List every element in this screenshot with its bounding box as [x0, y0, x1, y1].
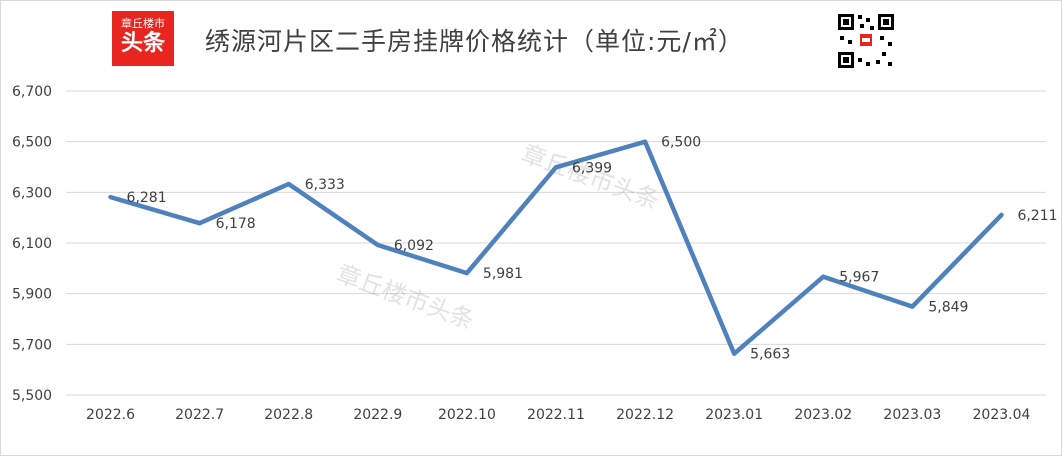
y-tick-label: 6,100 [12, 236, 52, 252]
x-tick-label: 2022.9 [353, 407, 402, 423]
brand-logo: 章丘楼市 头条 [112, 11, 174, 66]
x-tick-label: 2022.8 [264, 407, 313, 423]
x-tick-label: 2023.04 [973, 407, 1031, 423]
logo-text-bottom: 头条 [120, 31, 165, 56]
data-label: 5,967 [839, 270, 879, 286]
data-label: 5,849 [928, 300, 968, 316]
gridlines [66, 90, 1046, 396]
series-line [108, 139, 1004, 356]
qr-code-icon [836, 12, 896, 70]
y-axis-labels: 5,500 5,700 5,900 6,100 6,300 6,500 6,700 [12, 84, 52, 404]
chart-title: 绣源河片区二手房挂牌价格统计（单位:元/㎡） [205, 27, 744, 56]
y-tick-label: 5,500 [12, 388, 52, 404]
data-label: 6,281 [127, 190, 167, 206]
data-label: 6,211 [1017, 208, 1057, 224]
x-tick-label: 2022.6 [86, 407, 135, 423]
x-tick-label: 2022.11 [527, 407, 585, 423]
data-label: 5,663 [750, 347, 790, 363]
data-label: 5,981 [483, 266, 523, 282]
x-tick-label: 2023.01 [705, 407, 763, 423]
y-tick-label: 5,900 [12, 287, 52, 303]
x-tick-label: 2022.10 [438, 407, 496, 423]
data-label: 6,399 [572, 160, 612, 176]
x-tick-label: 2023.03 [883, 407, 941, 423]
logo-text-top: 章丘楼市 [121, 17, 165, 30]
y-tick-label: 5,700 [12, 337, 52, 353]
x-axis-labels: 2022.6 2022.7 2022.8 2022.9 2022.10 2022.11 20… [86, 407, 1030, 423]
data-label: 6,500 [661, 135, 701, 151]
y-tick-label: 6,500 [12, 135, 52, 151]
x-tick-label: 2022.7 [175, 407, 224, 423]
data-label: 6,092 [394, 238, 434, 254]
series-line-group [108, 139, 1004, 356]
data-label: 6,333 [305, 177, 345, 193]
data-label: 6,178 [216, 216, 256, 232]
x-tick-label: 2022.12 [616, 407, 674, 423]
watermark-text: 章丘楼市头条 [518, 139, 663, 215]
data-labels: 6,281 6,178 6,333 6,092 5,981 6,399 6,500 5,663… [127, 135, 1058, 363]
y-tick-label: 6,700 [12, 84, 52, 100]
y-tick-label: 6,300 [12, 185, 52, 201]
x-tick-label: 2023.02 [794, 407, 852, 423]
